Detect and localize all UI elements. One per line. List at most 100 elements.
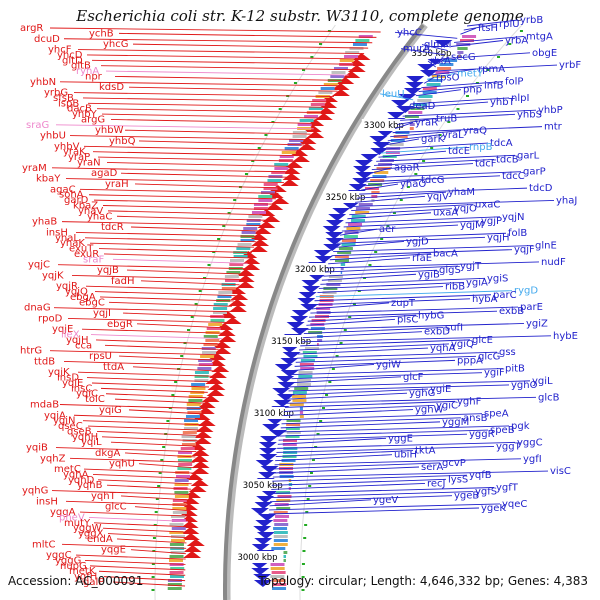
forward-leader-line [281, 417, 462, 425]
reverse-leader-line [63, 38, 373, 44]
forward-leader-line [353, 199, 555, 207]
forward-leader-line [400, 48, 445, 56]
feature-block [308, 331, 323, 334]
forward-gene-arrow [325, 220, 344, 227]
reverse-gene-label: tdcR [101, 222, 124, 233]
reverse-leader-line [140, 280, 240, 286]
forward-gene-label: leuU [382, 89, 405, 100]
forward-gene-label: yrbA [505, 36, 528, 47]
reverse-leader-line [103, 253, 250, 259]
feature-block [177, 459, 192, 462]
reverse-gene-arrow [191, 449, 210, 456]
forward-gene-label: ygjT [460, 261, 482, 272]
feature-block [292, 135, 307, 138]
forward-gene-label: nlpI [511, 93, 529, 104]
feature-block [174, 491, 189, 494]
feature-block [286, 419, 301, 422]
forward-leader-line [369, 167, 393, 175]
reverse-leader-line [130, 226, 262, 232]
reverse-gene-arrow [298, 137, 317, 144]
reverse-gene-label: yqiC [76, 389, 98, 400]
forward-gene-arrow [272, 388, 291, 395]
reverse-gene-arrow [242, 263, 261, 270]
feature-block [221, 287, 236, 290]
feature-block [272, 583, 287, 586]
forward-gene-label: rplU [499, 19, 520, 30]
forward-leader-line [279, 429, 489, 437]
forward-gene-arrow [253, 526, 272, 533]
forward-gene-label: uxaA [433, 208, 458, 219]
reverse-gene-arrow [201, 395, 220, 402]
forward-gene-label: lysS [448, 474, 468, 485]
feature-block [345, 51, 360, 54]
feature-block [276, 499, 291, 502]
reverse-leader-line [136, 323, 226, 329]
reverse-gene-arrow [242, 257, 261, 264]
reverse-gene-label: ebgA [70, 292, 96, 303]
reverse-gene-arrow [197, 419, 216, 426]
reverse-leader-line [118, 32, 377, 38]
forward-gene-label: pnp [463, 85, 482, 96]
reverse-gene-arrow [257, 221, 276, 228]
forward-gene-label: bacA [433, 249, 458, 260]
feature-block [318, 91, 333, 94]
feature-block [292, 391, 307, 394]
reverse-leader-line [55, 447, 197, 452]
feature-block [172, 503, 187, 506]
ring-dot [271, 121, 275, 123]
forward-leader-line [273, 466, 420, 474]
reverse-gene-label: insH [46, 227, 68, 238]
forward-gene-label: agaR [394, 163, 420, 174]
forward-gene-label: tdcA [490, 138, 513, 149]
reverse-leader-line [112, 258, 248, 264]
forward-gene-arrow [376, 130, 395, 137]
reverse-gene-label: galP [83, 577, 104, 588]
feature-block [310, 327, 325, 330]
scale-label: 3050 kbp [243, 481, 283, 491]
feature-block [246, 223, 261, 226]
forward-leader-line [269, 495, 453, 503]
ring-dot [508, 43, 512, 45]
reverse-gene-label: yqhU [109, 459, 135, 470]
forward-gene-arrow [372, 142, 391, 149]
feature-block [270, 575, 285, 578]
reverse-gene-label: ychB [89, 28, 114, 39]
reverse-leader-line [89, 242, 255, 248]
ring-dot [343, 329, 347, 331]
forward-gene-arrow [276, 394, 295, 401]
reverse-gene-arrow [197, 401, 216, 408]
reverse-leader-line [49, 350, 218, 356]
feature-block [205, 339, 220, 342]
forward-gene-arrow [325, 232, 344, 239]
reverse-leader-line [134, 183, 282, 189]
reverse-gene-label: yqhH [72, 432, 98, 443]
forward-leader-line [311, 302, 390, 310]
forward-gene-label: ygiA [466, 277, 488, 288]
forward-gene-arrow [255, 460, 274, 467]
forward-gene-label: yghW [415, 405, 444, 416]
forward-gene-arrow [250, 508, 269, 515]
ring-dot [335, 355, 339, 357]
ring-dot [152, 537, 156, 539]
reverse-leader-line [85, 285, 238, 291]
forward-leader-line [365, 175, 501, 183]
forward-leader-line [460, 27, 477, 35]
forward-gene-label: ygjD [406, 236, 429, 247]
reverse-leader-line [82, 97, 331, 103]
reverse-gene-arrow [271, 197, 290, 204]
feature-block [276, 491, 291, 494]
forward-gene-label: glnE [535, 241, 557, 252]
feature-block [271, 171, 286, 174]
forward-leader-line [288, 384, 510, 392]
forward-leader-line [380, 146, 468, 154]
forward-gene-label: pgk [511, 421, 530, 432]
forward-leader-line [347, 212, 432, 220]
forward-gene-arrow [250, 562, 269, 569]
reverse-leader-line [53, 307, 231, 313]
forward-leader-line [454, 35, 525, 43]
feature-block [296, 383, 311, 386]
reverse-gene-label: nupG [60, 561, 87, 572]
reverse-gene-label: insH [36, 496, 58, 507]
forward-gene-label: ygiS [487, 273, 508, 284]
feature-block [326, 283, 341, 286]
